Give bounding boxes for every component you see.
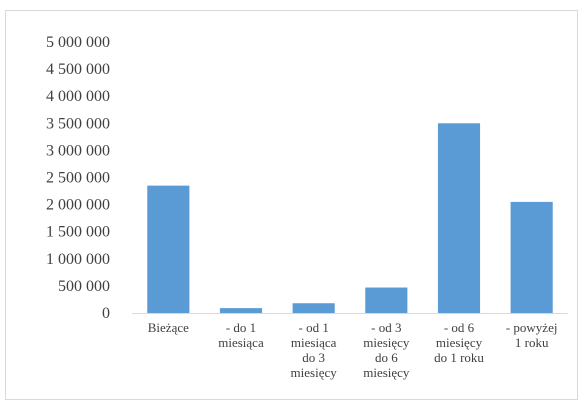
x-category-label-line: - od 1	[298, 320, 328, 335]
x-category-label-line: miesięcy	[363, 335, 410, 350]
x-category-label-line: miesięcy	[291, 365, 338, 380]
x-category-label-line: do 6	[375, 350, 398, 365]
y-tick-label: 1 500 000	[46, 224, 110, 241]
x-category-label: - do 1 miesiąca	[218, 320, 264, 350]
y-tick-label: 3 500 000	[46, 115, 110, 132]
x-category-label-line: do 1 roku	[434, 350, 484, 365]
x-category-label-line: - powyżej	[506, 320, 558, 335]
bar	[219, 308, 263, 313]
x-category-label-line: do 3	[302, 350, 325, 365]
x-category-label: Bieżące	[148, 320, 189, 335]
bar	[147, 185, 190, 313]
x-category-label-line: 1 roku	[515, 335, 549, 350]
x-category-label-line: miesięcy	[363, 365, 410, 380]
chart-frame	[5, 10, 578, 400]
y-tick-label: 4 000 000	[46, 88, 110, 105]
x-category-label-line: Bieżące	[148, 320, 189, 335]
bar	[437, 123, 481, 313]
y-axis-ticks: 0 500 000 1 000 000 1 500 000 2 000 000 2 500…	[46, 34, 110, 322]
bars	[147, 123, 553, 313]
x-category-label: - od 1 miesiąca do 3 miesięcy	[291, 320, 338, 380]
y-tick-label: 4 500 000	[46, 61, 110, 78]
y-tick-label: 5 000 000	[46, 34, 110, 51]
y-tick-label: 1 000 000	[46, 251, 110, 268]
x-category-label: - od 3 miesięcy do 6 miesięcy	[363, 320, 410, 380]
x-category-label-line: - od 6	[444, 320, 475, 335]
y-tick-label: 2 500 000	[46, 170, 110, 187]
bar	[365, 287, 408, 313]
x-category-label-line: miesięcy	[436, 335, 483, 350]
x-category-label: - powyżej 1 roku	[506, 320, 558, 350]
bar	[510, 201, 553, 313]
y-tick-label: 500 000	[58, 278, 110, 295]
y-tick-label: 0	[102, 305, 110, 322]
y-tick-label: 2 000 000	[46, 197, 110, 214]
x-category-label-line: - do 1	[226, 320, 256, 335]
bar	[292, 303, 335, 313]
x-category-label-line: miesiąca	[291, 335, 337, 350]
x-category-label-line: - od 3	[371, 320, 401, 335]
x-category-label-line: miesiąca	[218, 335, 264, 350]
y-tick-label: 3 000 000	[46, 142, 110, 159]
x-category-label: - od 6 miesięcy do 1 roku	[434, 320, 484, 365]
